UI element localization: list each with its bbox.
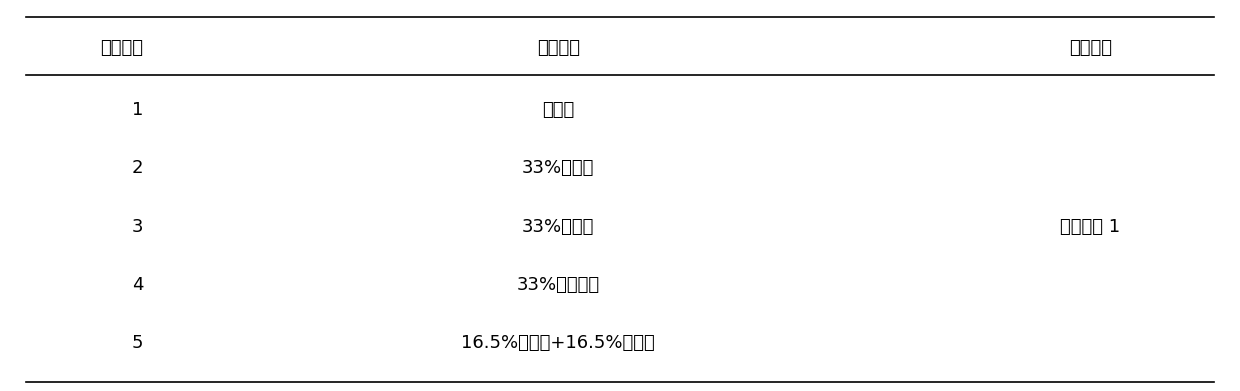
Text: 2: 2 — [131, 159, 144, 178]
Text: 1: 1 — [131, 101, 143, 119]
Text: 活性成分: 活性成分 — [537, 39, 579, 57]
Text: 不添加: 不添加 — [542, 101, 574, 119]
Text: 33%苄嘧磺隆: 33%苄嘧磺隆 — [517, 276, 600, 294]
Text: 33%丙草胺: 33%丙草胺 — [522, 159, 594, 178]
Text: 处理编号: 处理编号 — [100, 39, 144, 57]
Text: 3: 3 — [131, 217, 144, 235]
Text: 5: 5 — [131, 334, 144, 352]
Text: 4: 4 — [131, 276, 144, 294]
Text: 同实施例 1: 同实施例 1 — [1060, 217, 1120, 235]
Text: 16.5%丙草胺+16.5%丁草胺: 16.5%丙草胺+16.5%丁草胺 — [461, 334, 655, 352]
Text: 33%丁草胺: 33%丁草胺 — [522, 217, 594, 235]
Text: 助剂成分: 助剂成分 — [1069, 39, 1111, 57]
